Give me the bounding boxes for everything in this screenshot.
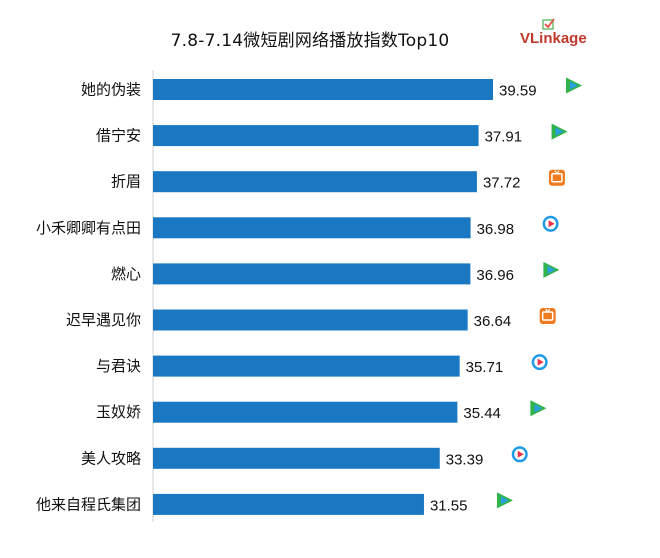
logo-text-suffix: age: [560, 30, 587, 47]
bar: [153, 309, 468, 331]
category-label: 折眉: [111, 173, 141, 191]
tencent-video-icon: [566, 77, 582, 94]
category-label: 借宁安: [96, 127, 141, 145]
youku-icon: [531, 354, 548, 371]
value-label: 39.59: [499, 83, 537, 100]
logo-leaf-icon: [542, 18, 555, 30]
category-label: 燃心: [111, 265, 141, 283]
tencent-video-icon: [496, 492, 513, 509]
category-label: 他来自程氏集团: [36, 495, 141, 513]
value-label: 37.91: [485, 129, 523, 146]
bar: [153, 217, 471, 239]
bar: [153, 263, 471, 285]
bar: [153, 447, 440, 469]
category-label: 与君诀: [96, 357, 141, 375]
category-label: 玉奴娇: [96, 403, 141, 421]
vlinkage-logo: VLinkage: [520, 18, 620, 52]
bar: [153, 79, 493, 100]
bar: [153, 493, 424, 515]
mango-tv-icon: [548, 169, 565, 186]
tencent-video-icon: [530, 400, 547, 417]
value-label: 36.96: [476, 267, 514, 284]
bar: [153, 125, 479, 147]
bar: [153, 355, 460, 377]
logo-text-prefix: VLink: [520, 30, 561, 47]
mango-tv-icon: [539, 308, 556, 324]
chart-title: 7.8-7.14微短剧网络播放指数Top10: [170, 31, 450, 51]
tencent-video-icon: [551, 123, 568, 140]
category-label: 小禾卿卿有点田: [36, 219, 141, 237]
tencent-video-icon: [543, 261, 560, 278]
bar: [153, 171, 477, 193]
value-label: 36.64: [474, 313, 512, 330]
bar: [153, 401, 458, 423]
category-label: 迟早遇见你: [66, 311, 141, 329]
value-label: 35.71: [466, 359, 504, 376]
youku-icon: [511, 446, 528, 463]
value-label: 36.98: [477, 221, 515, 238]
youku-icon: [542, 215, 559, 232]
value-label: 37.72: [483, 175, 521, 192]
value-label: 35.44: [463, 405, 501, 422]
value-label: 33.39: [446, 451, 484, 468]
category-label: 她的伪装: [81, 81, 141, 99]
category-label: 美人攻略: [81, 449, 141, 467]
value-label: 31.55: [430, 497, 468, 514]
